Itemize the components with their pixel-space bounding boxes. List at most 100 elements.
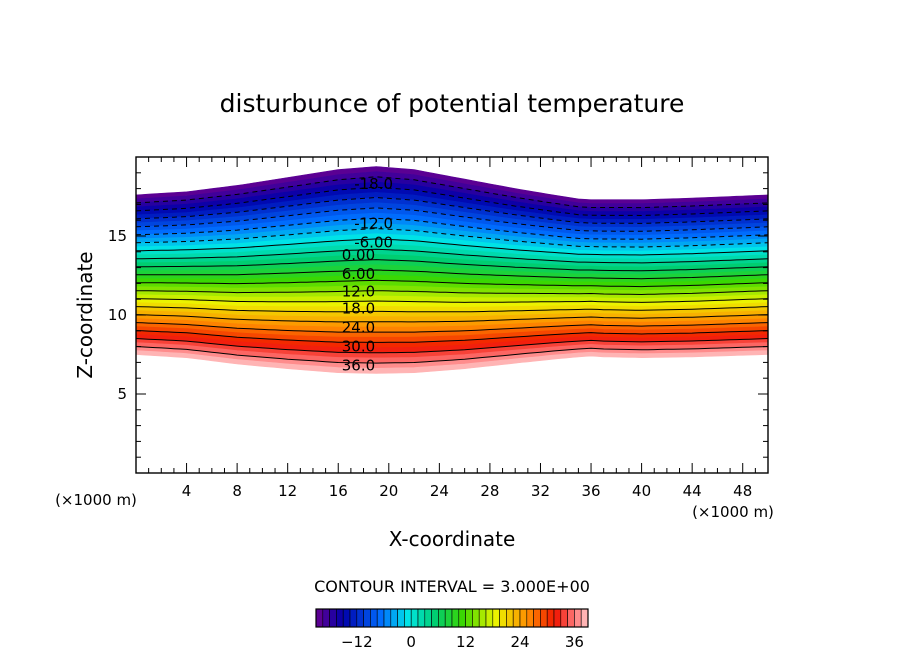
contour-line: [136, 330, 768, 343]
colorbar-cell: [574, 608, 582, 628]
x-tick-label: 36: [581, 482, 600, 500]
colorbar-cell: [397, 608, 405, 628]
contour-line: [136, 196, 768, 224]
colorbar-tick-label: −12: [341, 633, 373, 651]
colorbar-cell: [499, 608, 507, 628]
color-band: [136, 350, 768, 374]
contour-line: [136, 290, 768, 296]
colorbar-cell: [506, 608, 514, 628]
contour-line: [136, 176, 768, 209]
x-tick-label: 20: [379, 482, 398, 500]
contour-label: 18.0: [342, 300, 375, 318]
contour-line: [136, 279, 768, 288]
colorbar-cell: [363, 608, 371, 628]
y-axis-unit: (×1000 m): [55, 491, 137, 509]
x-tick-label: 16: [329, 482, 348, 500]
colorbar-tick-label: 12: [456, 633, 475, 651]
colorbar-cell: [322, 608, 330, 628]
colorbar-ticks: −12 0 12 24 36: [341, 633, 584, 651]
contour-line: [136, 269, 768, 280]
colorbar-cell: [438, 608, 446, 628]
colorbar-cell: [404, 608, 412, 628]
x-tick-label: 12: [278, 482, 297, 500]
colorbar-tick-label: 0: [406, 633, 416, 651]
contour-label: -18.0: [354, 175, 393, 193]
colorbar-cell: [444, 608, 453, 628]
contour-label: -12.0: [354, 214, 393, 232]
colorbar-frame: [315, 608, 589, 628]
colorbar-cell: [580, 608, 589, 628]
contour-line: [136, 228, 768, 248]
colorbar-cell: [356, 608, 364, 628]
contour-line: [136, 298, 768, 303]
x-tick-label: 48: [733, 482, 752, 500]
colorbar-cell: [492, 608, 500, 628]
y-tick-label: 5: [117, 385, 127, 403]
colorbar-cell: [336, 608, 344, 628]
y-tick-label: 15: [108, 227, 127, 245]
contour-labels: -18.0 -12.0-6.000.006.0012.018.024.030.03…: [342, 175, 393, 375]
colorbar-cell: [546, 608, 555, 628]
colorbar-cell: [560, 608, 568, 628]
contour-line: [136, 207, 768, 232]
colorbar-cell: [329, 608, 337, 628]
x-axis: 4 8 12 16 20 24 28 32 36 40 44 48: [148, 157, 756, 500]
colorbar-cell: [540, 608, 548, 628]
colorbar-cell: [458, 608, 466, 628]
x-tick-label: 40: [632, 482, 651, 500]
colorbar-cell: [424, 608, 432, 628]
y-tick-label: 10: [108, 306, 127, 324]
contour-line: [136, 338, 768, 354]
x-tick-label: 24: [430, 482, 449, 500]
contour-lines: [136, 176, 768, 364]
colorbar-cell: [567, 608, 575, 628]
contour-line: [136, 314, 768, 323]
x-tick-label: 4: [182, 482, 192, 500]
contour-label: 24.0: [342, 319, 375, 337]
contour-line: [136, 322, 768, 333]
contour-line: [136, 346, 768, 364]
contour-line: [136, 259, 768, 272]
colorbar-cell: [376, 608, 385, 628]
contour-line: [136, 186, 768, 217]
colorbar-cell: [390, 608, 398, 628]
colorbar-cell: [533, 608, 541, 628]
colorbar-cell: [526, 608, 534, 628]
colorbar-cell: [512, 608, 521, 628]
contour-line: [136, 238, 768, 256]
colorbar-cell: [342, 608, 351, 628]
x-tick-label: 8: [232, 482, 242, 500]
x-tick-label: 32: [531, 482, 550, 500]
colorbar-cell: [478, 608, 487, 628]
x-axis-unit: (×1000 m): [692, 503, 774, 521]
y-axis: 5 10 15: [108, 172, 768, 458]
contour-label: 12.0: [342, 282, 375, 300]
contour-label: -6.00: [354, 233, 393, 251]
colorbar-cell: [451, 608, 460, 628]
colorbar-cell: [383, 608, 392, 628]
contour-label: 36.0: [342, 357, 375, 375]
colorbar-cell: [465, 608, 473, 628]
y-axis-label: Z-coordinate: [73, 251, 97, 378]
contour-line: [136, 306, 768, 313]
x-tick-label: 44: [683, 482, 702, 500]
colorbar-cell: [519, 608, 528, 628]
colorbar-cell: [370, 608, 378, 628]
colorbar-cell: [417, 608, 426, 628]
colorbar-cell: [472, 608, 480, 628]
contour-label: 30.0: [342, 338, 375, 356]
chart-title: disturbunce of potential temperature: [220, 89, 685, 118]
colorbar: [315, 608, 589, 628]
contour-line: [136, 217, 768, 240]
colorbar-tick-label: 24: [510, 633, 529, 651]
colorbar-cell: [553, 608, 562, 628]
colorbar-cell: [410, 608, 419, 628]
colorbar-cell: [315, 608, 324, 628]
colorbar-cell: [349, 608, 358, 628]
contour-label: 0.00: [342, 246, 375, 264]
plot-area: [136, 166, 768, 374]
colorbar-cell: [485, 608, 494, 628]
colorbar-tick-label: 36: [565, 633, 584, 651]
contour-interval-text: CONTOUR INTERVAL = 3.000E+00: [314, 577, 590, 596]
